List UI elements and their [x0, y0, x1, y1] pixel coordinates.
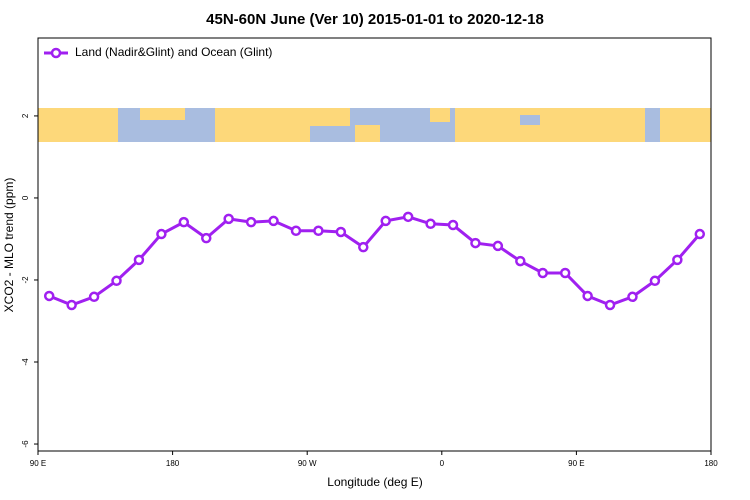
x-tick-label: 90 E — [30, 459, 46, 468]
series-line — [48, 215, 701, 307]
chart-title: 45N-60N June (Ver 10) 2015-01-01 to 2020… — [206, 11, 544, 28]
data-point — [223, 213, 234, 225]
legend-label: Land (Nadir&Glint) and Ocean (Glint) — [75, 45, 272, 59]
data-point — [245, 216, 257, 228]
data-point — [133, 254, 145, 266]
data-point — [335, 226, 347, 238]
data-point — [111, 275, 122, 287]
y-tick-label: -6 — [21, 440, 30, 448]
data-point — [470, 237, 481, 249]
data-point — [66, 299, 77, 311]
data-point — [559, 267, 571, 279]
data-point — [156, 228, 167, 240]
y-tick-label: -2 — [21, 276, 30, 284]
legend-marker — [50, 47, 62, 59]
data-point — [515, 255, 526, 267]
y-tick-label: 2 — [21, 113, 30, 118]
data-point — [290, 225, 302, 237]
data-point — [447, 219, 459, 231]
data-point — [537, 267, 548, 279]
y-axis-label: XCO2 - MLO trend (ppm) — [2, 178, 16, 313]
data-point — [582, 290, 593, 302]
x-tick-label: 90 W — [298, 459, 317, 468]
data-point — [402, 211, 414, 223]
x-tick-label: 90 E — [568, 459, 584, 468]
y-tick-label: -4 — [21, 358, 30, 366]
data-point — [649, 275, 661, 287]
data-point — [268, 215, 279, 227]
data-point — [313, 225, 324, 237]
data-point — [201, 232, 212, 244]
x-tick-label: 180 — [704, 459, 718, 468]
legend: Land (Nadir&Glint) and Ocean (Glint) — [44, 45, 272, 59]
data-point — [380, 215, 391, 227]
x-tick-label: 0 — [440, 459, 445, 468]
plot-frame — [37, 37, 712, 452]
data-point — [672, 254, 683, 266]
data-point — [694, 228, 706, 240]
x-tick-label: 180 — [166, 459, 180, 468]
data-point — [88, 291, 100, 303]
data-point — [604, 299, 616, 311]
data-point — [358, 241, 369, 253]
data-point — [627, 291, 638, 303]
data-point — [492, 240, 504, 252]
y-tick-label: 0 — [21, 195, 30, 200]
data-point — [178, 216, 190, 228]
map-band — [38, 108, 711, 142]
x-axis-label: Longitude (deg E) — [327, 475, 422, 489]
data-point — [425, 218, 436, 230]
data-point — [43, 290, 55, 302]
